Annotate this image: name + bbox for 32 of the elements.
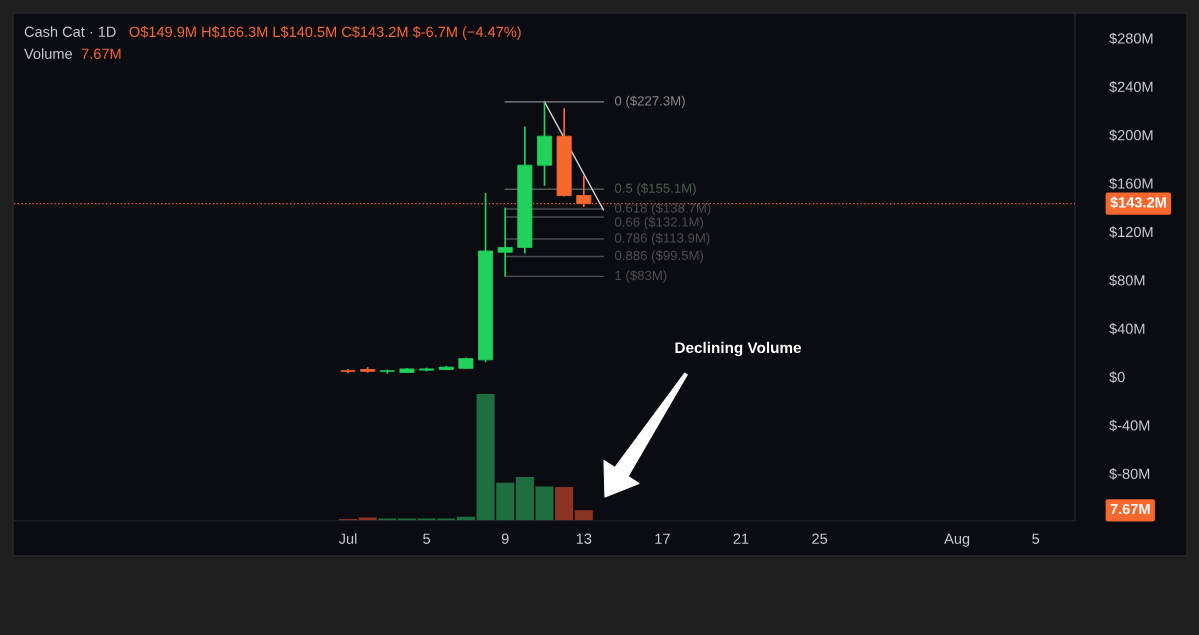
y-tick-label: $240M xyxy=(1109,81,1153,93)
y-tick-label: $200M xyxy=(1109,129,1153,142)
annotation: Declining Volume xyxy=(675,341,802,357)
y-tick-label: $40M xyxy=(1109,322,1145,335)
series-label: 0.5 ($155.1M) xyxy=(614,182,696,196)
x-tick-label: 5 xyxy=(423,533,431,544)
series-label: 0.786 ($113.9M) xyxy=(614,232,710,246)
series-label: 0.886 ($99.5M) xyxy=(614,250,704,263)
x-tick-label: 17 xyxy=(655,533,670,544)
series-label: 1 ($83M) xyxy=(615,270,667,283)
x-tick-label: Aug xyxy=(944,533,970,547)
ref-line-label: $143.2M xyxy=(1110,196,1166,209)
y-tick-label: $-40M xyxy=(1109,419,1150,432)
y-tick-label: $280M xyxy=(1109,32,1153,45)
y-tick-label: $-80M xyxy=(1109,468,1150,480)
x-tick-label: 21 xyxy=(733,533,749,544)
series-label: 0 ($227.3M) xyxy=(614,95,685,109)
text: 7.67M xyxy=(1110,503,1150,515)
series-label: 0.618 ($138.7M) xyxy=(614,202,711,216)
x-tick-label: 25 xyxy=(812,533,828,544)
x-tick-label: 9 xyxy=(501,533,509,544)
x-tick-label: 5 xyxy=(1032,533,1040,544)
series-label: 0.66 ($132.1M) xyxy=(614,216,704,230)
y-tick-label: $160M xyxy=(1109,177,1153,190)
y-tick-label: $120M xyxy=(1109,226,1153,238)
y-tick-label: $0 xyxy=(1109,371,1125,384)
annotation: Volume 7.67M xyxy=(24,48,121,59)
x-tick-label: Jul xyxy=(338,533,357,544)
text: O$149.9M H$166.3M L$140.5M C$143.2M $-6.7M (−4.47%) xyxy=(129,26,521,40)
y-tick-label: $80M xyxy=(1109,274,1145,287)
x-tick-label: 13 xyxy=(576,533,592,544)
text: Cash Cat · 1D xyxy=(24,26,116,37)
